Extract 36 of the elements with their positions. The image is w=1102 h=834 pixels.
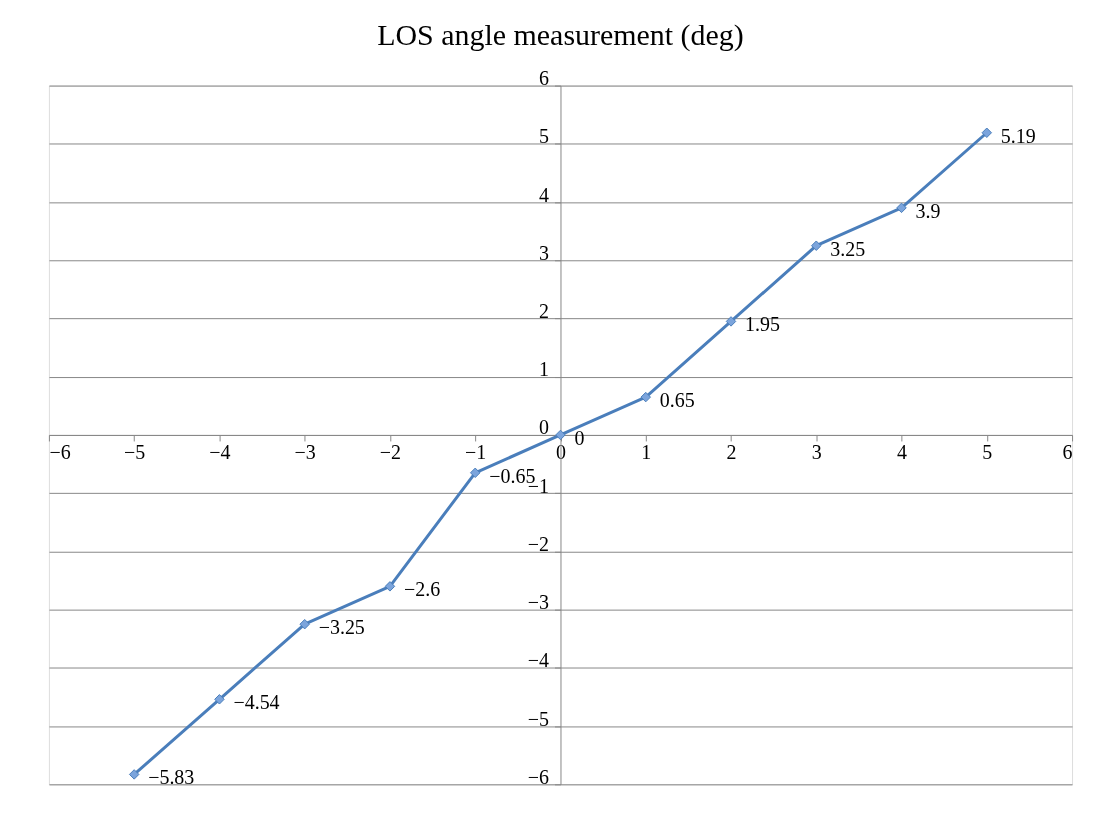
x-tick-label: 6 <box>1062 441 1073 464</box>
y-tick-label: −5 <box>527 707 550 730</box>
x-tick-label: −1 <box>465 441 487 464</box>
x-tick-label: 0 <box>555 441 566 464</box>
y-tick-label: −6 <box>527 765 550 788</box>
x-tick-label: −3 <box>294 441 316 464</box>
y-tick-label: 2 <box>539 300 549 322</box>
data-label: 1.95 <box>744 313 780 336</box>
x-tick-label: 1 <box>641 441 652 464</box>
data-label: 3.25 <box>830 237 866 260</box>
y-tick-label: 3 <box>539 241 550 264</box>
x-tick-label: −2 <box>379 441 402 464</box>
y-tick-label: −3 <box>527 591 550 614</box>
y-tick-label: 0 <box>539 416 550 439</box>
data-label: 0.65 <box>659 389 695 412</box>
data-label: −2.6 <box>403 578 441 601</box>
x-tick-label: −4 <box>209 441 231 464</box>
x-tick-label: 5 <box>982 441 993 464</box>
chart-title: LOS angle measurement (deg) <box>377 17 744 52</box>
data-label: −5.83 <box>148 766 195 789</box>
x-tick-label: −5 <box>124 441 146 464</box>
x-tick-label: −6 <box>49 441 71 464</box>
data-label: −3.25 <box>318 616 365 639</box>
x-tick-label: 4 <box>897 441 908 464</box>
y-tick-label: 6 <box>539 67 550 90</box>
y-tick-label: −4 <box>527 649 550 672</box>
y-tick-label: 5 <box>539 125 550 148</box>
y-tick-label: 4 <box>539 183 550 206</box>
y-tick-label: 1 <box>539 358 549 381</box>
x-tick-label: 3 <box>811 441 822 464</box>
y-tick-label: −2 <box>527 532 549 555</box>
data-label: −4.54 <box>233 691 280 714</box>
x-tick-label: 2 <box>726 441 737 464</box>
data-label: 0 <box>574 426 585 449</box>
data-label: 5.19 <box>1000 124 1036 147</box>
data-label: 3.9 <box>915 199 941 222</box>
